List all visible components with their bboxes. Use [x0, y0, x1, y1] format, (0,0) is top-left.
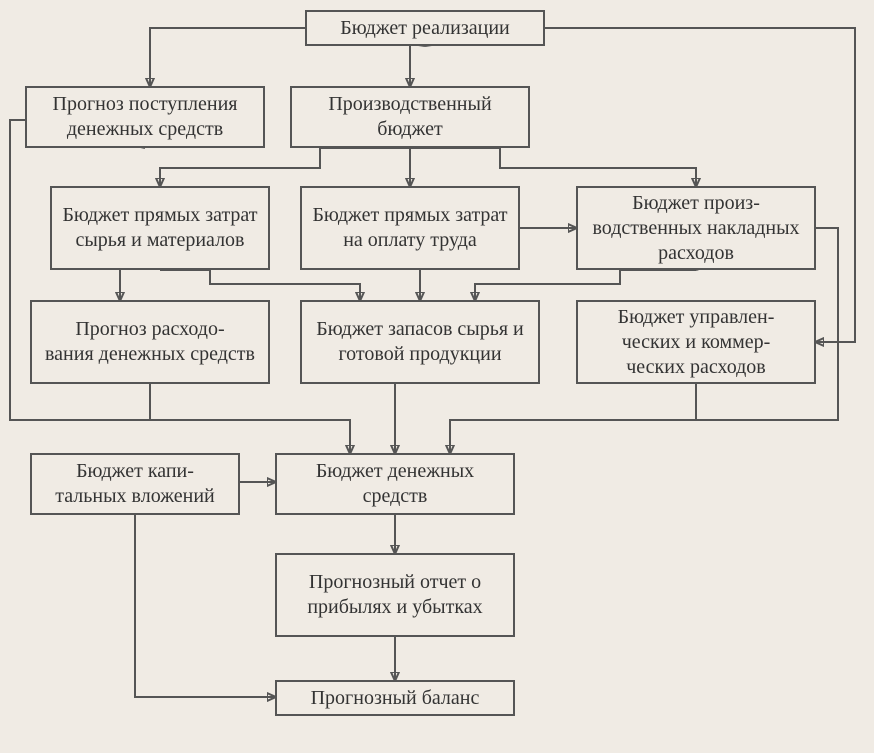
node-label: Бюджет прямых затрат на оплату труда: [308, 203, 512, 253]
node-label: Прогноз поступления денежных средств: [33, 92, 257, 142]
node-label: Бюджет реализации: [340, 16, 510, 41]
node-n3: Производственный бюджет: [290, 86, 530, 148]
node-n13: Прогнозный баланс: [275, 680, 515, 716]
node-label: Бюджет прямых затрат сырья и материалов: [58, 203, 262, 253]
node-n4: Бюджет прямых затрат сырья и материалов: [50, 186, 270, 270]
edge-n6-n8: [475, 270, 696, 300]
node-n8: Бюджет запасов сырья и готовой продукции: [300, 300, 540, 384]
flowchart-canvas: Бюджет реализации Прогноз поступления ден…: [0, 0, 874, 753]
node-label: Прогнозный баланс: [311, 686, 480, 711]
node-n6: Бюджет произ-водственных накладных расхо…: [576, 186, 816, 270]
edge-n10-n13: [135, 515, 275, 697]
edge-n7-n11: [150, 384, 350, 453]
node-label: Прогнозный отчет о прибылях и убытках: [283, 570, 507, 620]
node-n2: Прогноз поступления денежных средств: [25, 86, 265, 148]
edge-n3-n6: [410, 148, 696, 186]
node-n1: Бюджет реализации: [305, 10, 545, 46]
edge-n3-n4: [160, 148, 410, 186]
node-n9: Бюджет управлен-ческих и коммер-ческих р…: [576, 300, 816, 384]
node-label: Бюджет капи-тальных вложений: [55, 459, 214, 509]
node-label: Производственный бюджет: [298, 92, 522, 142]
node-n11: Бюджет денежных средств: [275, 453, 515, 515]
edge-n1-n9: [425, 28, 855, 342]
edge-n4-n8: [160, 270, 360, 300]
node-n10: Бюджет капи-тальных вложений: [30, 453, 240, 515]
node-n5: Бюджет прямых затрат на оплату труда: [300, 186, 520, 270]
node-label: Бюджет управлен-ческих и коммер-ческих р…: [618, 305, 775, 380]
node-n12: Прогнозный отчет о прибылях и убытках: [275, 553, 515, 637]
node-label: Прогноз расходо-вания денежных средств: [45, 317, 255, 367]
node-label: Бюджет денежных средств: [283, 459, 507, 509]
edge-n9-n11: [450, 384, 696, 453]
node-n7: Прогноз расходо-вания денежных средств: [30, 300, 270, 384]
node-label: Бюджет произ-водственных накладных расхо…: [584, 191, 808, 266]
node-label: Бюджет запасов сырья и готовой продукции: [308, 317, 532, 367]
